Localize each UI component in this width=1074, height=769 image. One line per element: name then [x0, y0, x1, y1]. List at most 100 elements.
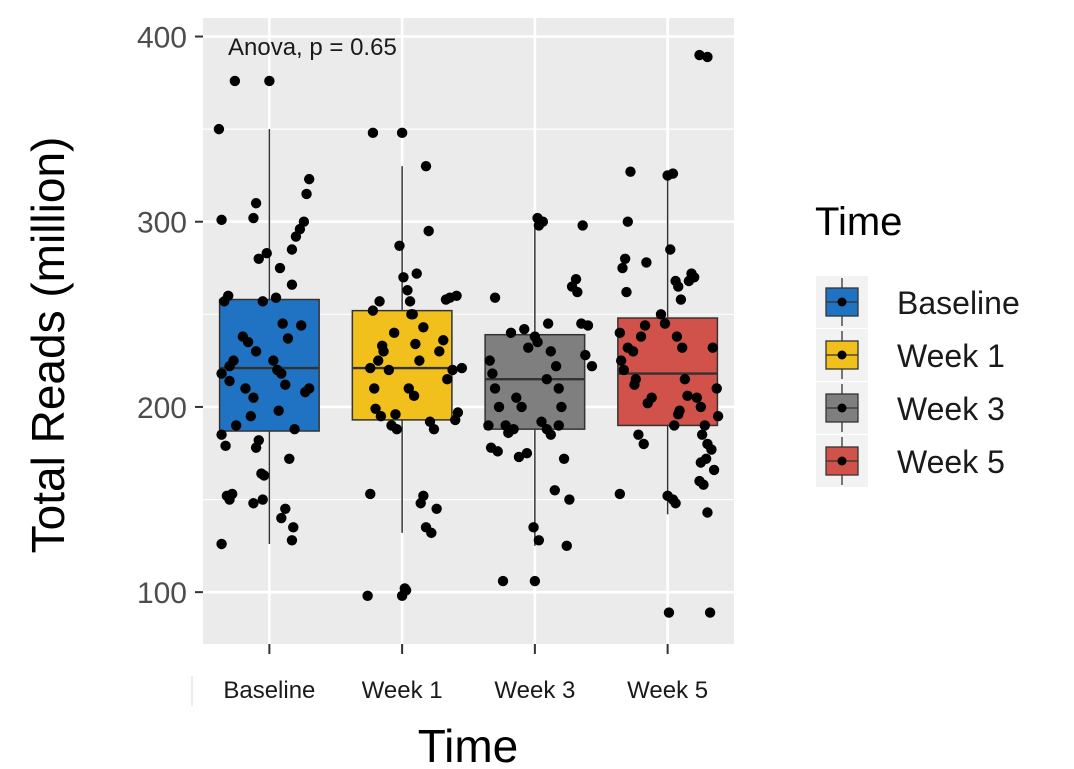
data-point: [619, 253, 631, 264]
data-point: [442, 373, 453, 385]
data-point: [298, 216, 310, 227]
data-point: [418, 322, 429, 333]
data-point: [487, 368, 498, 379]
legend-key-point: [837, 456, 847, 466]
data-point: [561, 540, 572, 552]
data-point: [365, 362, 376, 374]
data-point: [511, 392, 522, 403]
data-point: [390, 409, 401, 420]
data-point: [250, 198, 262, 209]
data-point: [404, 296, 416, 307]
data-point: [553, 383, 564, 394]
data-point: [424, 416, 436, 427]
data-point: [370, 403, 381, 414]
data-point: [304, 383, 315, 394]
data-point: [707, 342, 718, 353]
data-point: [362, 590, 373, 602]
data-point: [383, 364, 395, 376]
data-point: [398, 272, 409, 283]
data-point: [679, 373, 691, 385]
data-point: [282, 333, 294, 344]
data-point: [489, 383, 501, 394]
x-axis: Baseline Week 1 Week 3 Week 5: [191, 644, 708, 706]
point-group: [213, 49, 724, 618]
data-point: [665, 244, 676, 255]
data-point: [549, 485, 560, 496]
data-point: [622, 216, 633, 227]
data-point: [529, 575, 541, 587]
data-point: [625, 166, 636, 177]
data-point: [519, 323, 530, 335]
data-point: [228, 355, 239, 366]
data-point: [257, 494, 268, 505]
data-point: [273, 405, 284, 416]
x-tick-label: Week 5: [627, 677, 708, 704]
data-point: [617, 262, 628, 274]
data-point: [691, 392, 703, 403]
data-point: [213, 123, 225, 135]
legend-label: Baseline: [897, 285, 1020, 321]
data-point: [497, 575, 509, 587]
data-point: [301, 188, 312, 200]
data-point: [635, 331, 647, 342]
data-point: [450, 414, 461, 426]
data-point: [438, 335, 449, 346]
data-point: [698, 479, 709, 490]
data-point: [264, 75, 275, 87]
data-point: [408, 390, 420, 402]
data-point: [216, 368, 227, 379]
data-point: [224, 375, 235, 387]
data-point: [415, 498, 426, 509]
y-axis: 100 200 300 400: [137, 22, 203, 610]
data-point: [248, 212, 259, 224]
x-tick-label: Week 3: [494, 677, 575, 704]
data-point: [426, 527, 437, 539]
data-point: [216, 214, 227, 226]
x-axis-title: Time: [418, 720, 519, 769]
data-point: [250, 442, 262, 453]
data-point: [242, 336, 254, 348]
data-point: [216, 429, 227, 440]
data-point: [673, 281, 684, 292]
data-point: [545, 346, 557, 357]
y-tick-label: 100: [137, 577, 187, 610]
data-point: [492, 446, 503, 457]
data-point: [577, 220, 588, 231]
data-point: [541, 373, 553, 385]
stat-annotation: Anova, p = 0.65: [228, 34, 397, 61]
data-point: [223, 290, 234, 302]
data-point: [268, 355, 279, 366]
data-point: [688, 272, 700, 283]
legend-label: Week 3: [897, 391, 1005, 427]
y-axis-title: Total Reads (million): [22, 137, 74, 554]
x-tick-label: Week 1: [362, 677, 443, 704]
data-point: [641, 257, 652, 268]
data-point: [695, 457, 707, 468]
data-point: [570, 273, 582, 285]
data-point: [369, 383, 380, 394]
data-point: [545, 429, 557, 440]
legend: Time Baseline Week 1 Week 3 Week 5: [815, 200, 1020, 487]
data-point: [402, 285, 413, 296]
data-point: [667, 168, 679, 179]
data-point: [230, 420, 242, 431]
data-point: [682, 390, 693, 402]
data-point: [484, 355, 495, 366]
data-point: [646, 392, 657, 403]
data-point: [655, 309, 667, 320]
data-point: [533, 535, 545, 546]
data-point: [706, 444, 717, 455]
legend-label: Week 1: [897, 338, 1005, 374]
data-point: [423, 225, 434, 237]
legend-key-point: [837, 297, 847, 307]
data-point: [261, 248, 272, 259]
data-point: [483, 420, 494, 431]
data-point: [270, 292, 282, 303]
data-point: [220, 440, 231, 452]
y-tick-label: 300: [137, 207, 187, 240]
data-point: [388, 327, 400, 339]
data-point: [493, 401, 505, 413]
data-point: [248, 392, 259, 403]
data-point: [704, 607, 716, 618]
data-point: [708, 464, 720, 476]
